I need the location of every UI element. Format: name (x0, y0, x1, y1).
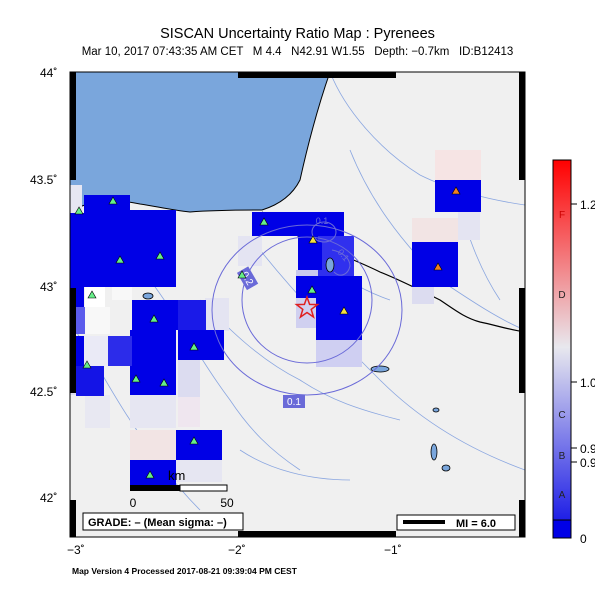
bay-of-biscay (70, 72, 331, 213)
svg-text:D: D (558, 290, 565, 301)
station-triangle (237, 270, 247, 279)
svg-text:0: 0 (130, 496, 137, 510)
station-triangle (259, 217, 269, 226)
station-triangle (308, 235, 318, 244)
grade-box: GRADE: – (Mean sigma: –) (82, 512, 244, 531)
x-tick-label: −3˚ (67, 543, 85, 557)
x-tick-label: −2˚ (228, 543, 246, 557)
station-triangle (433, 262, 443, 271)
y-tick-label: 44˚ (40, 66, 58, 80)
frame-ticks (70, 72, 525, 537)
svg-text:0.9: 0.9 (580, 442, 595, 456)
station-triangle (82, 360, 92, 369)
station-triangle (115, 255, 125, 264)
x-tick-label: −1˚ (384, 543, 402, 557)
station-triangle (131, 374, 141, 383)
svg-text:km: km (168, 468, 185, 483)
station-triangle (451, 186, 461, 195)
station-triangle (189, 436, 199, 445)
y-tick-label: 42.5˚ (30, 385, 58, 399)
svg-text:GRADE: – (Mean sigma: –): GRADE: – (Mean sigma: –) (88, 517, 227, 529)
scale-bar: km 0 50 (130, 468, 234, 510)
map-subtitle: Mar 10, 2017 07:43:35 AM CET M 4.4 N42.9… (81, 46, 514, 58)
y-tick-label: 43˚ (40, 280, 58, 294)
lakes (142, 257, 451, 472)
station-triangle (87, 290, 97, 299)
svg-text:C: C (558, 410, 565, 421)
svg-text:MI = 6.0: MI = 6.0 (456, 518, 496, 530)
svg-text:1.2: 1.2 (580, 198, 595, 212)
svg-text:0: 0 (580, 532, 587, 546)
y-tick-label: 42˚ (40, 491, 58, 505)
colorbar: F D C B A 1.2 1.0 0.9 0.9 0 (552, 159, 595, 546)
y-tick-label: 43.5˚ (30, 173, 58, 187)
station-triangle (74, 206, 84, 215)
svg-text:0.1: 0.1 (316, 216, 329, 226)
svg-text:0.1: 0.1 (287, 397, 301, 408)
station-triangle (159, 378, 169, 387)
svg-text:F: F (559, 210, 565, 221)
svg-text:A: A (559, 490, 566, 501)
station-markers (74, 186, 461, 479)
uncertainty-contours (211, 221, 403, 396)
svg-text:1.0: 1.0 (580, 376, 595, 390)
uncertainty-cells (70, 150, 481, 486)
station-triangle (155, 251, 165, 260)
mi-legend-box: MI = 6.0 (396, 514, 516, 531)
station-triangle (149, 314, 159, 323)
station-triangle (339, 306, 349, 315)
svg-text:B: B (559, 451, 566, 462)
station-triangle (307, 285, 317, 294)
svg-text:50: 50 (220, 496, 234, 510)
svg-text:0.9: 0.9 (580, 456, 595, 470)
station-triangle (108, 196, 118, 205)
map-title: SISCAN Uncertainty Ratio Map : Pyrenees (160, 26, 435, 42)
station-triangle (189, 342, 199, 351)
epicenter-star-icon (294, 294, 320, 319)
processing-footer: Map Version 4 Processed 2017-08-21 09:39… (72, 566, 297, 576)
station-triangle (145, 470, 155, 479)
